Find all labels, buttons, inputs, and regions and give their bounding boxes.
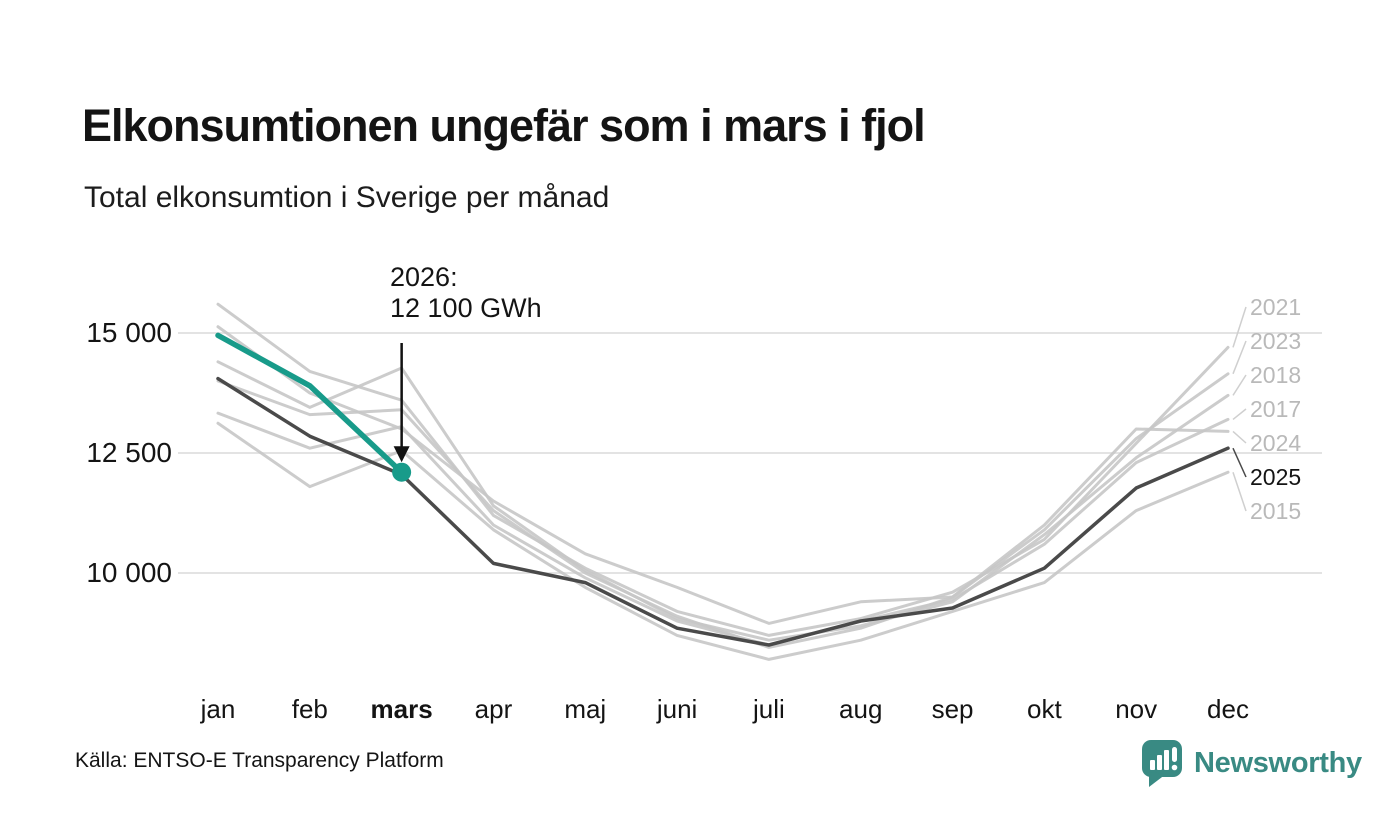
newsworthy-logo-icon — [1142, 740, 1182, 787]
series-line-2026 — [215, 332, 405, 475]
series-line-2021 — [216, 302, 1230, 637]
month-label-juli: juli — [752, 694, 785, 724]
series-line-2017 — [216, 411, 1230, 647]
annotation-arrowhead — [393, 446, 410, 463]
month-label-dec: dec — [1207, 694, 1249, 724]
month-label-jan: jan — [200, 694, 236, 724]
series-line-2018 — [216, 360, 1230, 642]
month-label-nov: nov — [1115, 694, 1157, 724]
month-label-aug: aug — [839, 694, 882, 724]
label-leader-line-2021 — [1232, 306, 1247, 348]
month-label-juni: juni — [656, 694, 697, 724]
chart-title: Elkonsumtionen ungefär som i mars i fjol — [82, 100, 926, 152]
y-tick-label: 12 500 — [86, 437, 172, 468]
label-leader-line-2025 — [1232, 447, 1247, 478]
year-end-label-2015: 2015 — [1250, 498, 1301, 524]
label-leader-line-2015 — [1232, 471, 1247, 512]
year-end-label-2021: 2021 — [1250, 294, 1301, 320]
label-leader-line-2017 — [1232, 408, 1247, 420]
label-leader-line-2023 — [1232, 340, 1247, 375]
month-label-maj: maj — [564, 694, 606, 724]
source-note: Källa: ENTSO-E Transparency Platform — [75, 749, 444, 772]
month-label-okt: okt — [1027, 694, 1062, 724]
newsworthy-logo-text: Newsworthy — [1194, 746, 1362, 779]
chart-subtitle: Total elkonsumtion i Sverige per månad — [84, 180, 610, 214]
y-tick-label: 10 000 — [86, 557, 172, 588]
year-end-label-2023: 2023 — [1250, 328, 1301, 354]
year-end-label-2018: 2018 — [1250, 362, 1301, 388]
year-end-label-2017: 2017 — [1250, 396, 1301, 422]
series-line-2024 — [216, 325, 1230, 625]
series-line-2023 — [216, 372, 1230, 649]
month-label-feb: feb — [292, 694, 328, 724]
month-label-sep: sep — [932, 694, 974, 724]
annotation-value: 12 100 GWh — [390, 293, 542, 323]
current-point-marker — [392, 462, 412, 482]
label-leader-line-2018 — [1232, 374, 1247, 396]
annotation-2026: 2026: 12 100 GWh — [390, 262, 542, 324]
month-label-mars: mars — [371, 694, 433, 724]
newsworthy-logo: Newsworthy — [1140, 738, 1362, 788]
annotation-year: 2026: — [390, 262, 458, 292]
label-leader-line-2024 — [1232, 430, 1247, 444]
month-label-apr: apr — [475, 694, 513, 724]
series-line-2025 — [216, 376, 1230, 647]
y-tick-label: 15 000 — [86, 317, 172, 348]
year-end-label-2024: 2024 — [1250, 430, 1301, 456]
year-end-label-2025: 2025 — [1250, 464, 1301, 490]
